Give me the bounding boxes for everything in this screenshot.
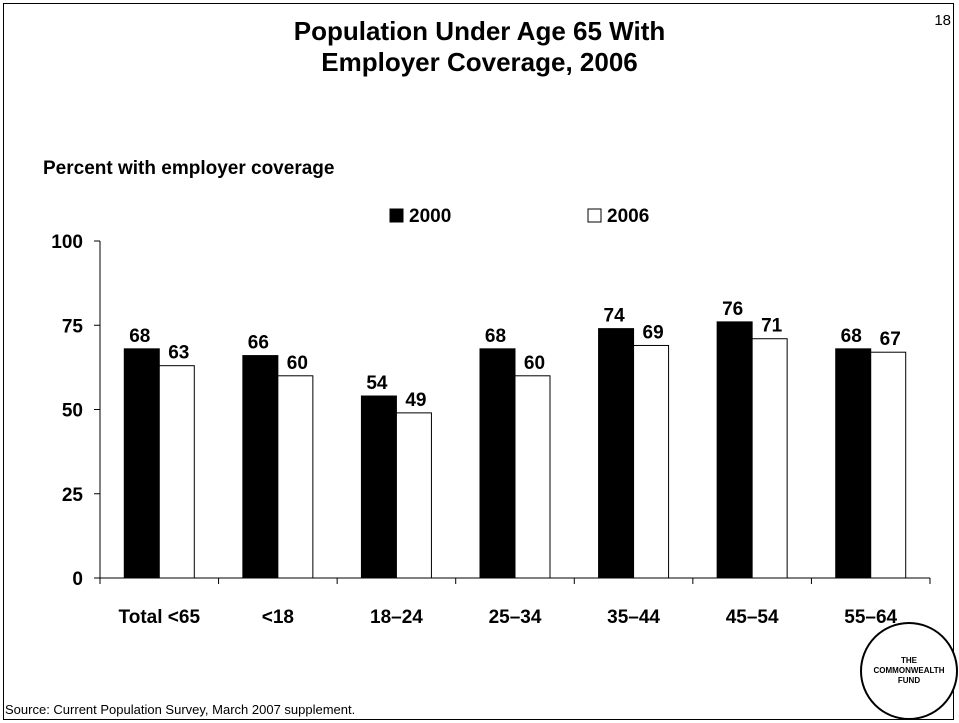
bar-2006: [158, 365, 195, 579]
bar-2000: [123, 348, 160, 579]
x-tick-label: 45–54: [726, 607, 779, 628]
legend-label-2000: 2000: [409, 206, 451, 227]
data-label: 66: [248, 333, 269, 354]
x-tick-label: <18: [262, 607, 294, 628]
bar-2006: [870, 351, 907, 579]
y-tick-label: 0: [72, 569, 83, 590]
bars: [123, 321, 907, 579]
x-tick-label: 55–64: [844, 607, 897, 628]
bar-2000: [479, 348, 516, 579]
x-tick-label: 25–34: [489, 607, 542, 628]
bar-2000: [716, 321, 753, 579]
logo-line-2: COMMONWEALTH: [873, 666, 945, 675]
data-label: 63: [168, 343, 189, 364]
page-number: 18: [934, 12, 951, 29]
bar-2006: [514, 375, 551, 579]
y-tick-label: 25: [62, 485, 84, 506]
x-tick-label: 35–44: [607, 607, 660, 628]
data-label: 49: [405, 390, 426, 411]
logo-line-3: FUND: [897, 676, 921, 685]
legend-swatch-2006: [587, 208, 602, 223]
data-label: 67: [880, 329, 901, 350]
data-label: 74: [604, 306, 626, 327]
data-label: 71: [761, 316, 783, 337]
bar-2000: [835, 348, 872, 579]
y-axis-label: Percent with employer coverage: [43, 158, 335, 179]
commonwealth-fund-logo: THE COMMONWEALTH FUND: [860, 622, 958, 720]
slide-frame: [3, 3, 954, 720]
data-label: 68: [485, 326, 506, 347]
data-label: 76: [722, 299, 743, 320]
axes: 0 25 50 75 100: [51, 232, 931, 590]
data-label: 68: [129, 326, 150, 347]
legend-swatch-2000: [389, 208, 404, 223]
labels: 68 63 Total <65 66 60 <18 54 49 18–24 68 60 25–34 74…: [119, 299, 901, 628]
bar-2006: [633, 344, 670, 579]
data-label: 60: [287, 353, 308, 374]
data-label: 69: [643, 322, 664, 343]
legend: 2000 2006: [389, 206, 649, 227]
bar-2000: [360, 395, 397, 579]
y-tick-label: 75: [62, 316, 84, 337]
x-tick-label: Total <65: [119, 607, 201, 628]
source-note: Source: Current Population Survey, March…: [5, 702, 356, 717]
data-label: 60: [524, 353, 545, 374]
bar-2006: [277, 375, 314, 579]
y-tick-label: 100: [51, 232, 83, 253]
logo-line-1: THE: [901, 656, 917, 665]
y-tick-label: 50: [62, 401, 83, 422]
chart-title: Population Under Age 65 With Employer Co…: [0, 16, 959, 78]
bar-2006: [751, 338, 788, 579]
legend-label-2006: 2006: [607, 206, 649, 227]
data-label: 68: [841, 326, 862, 347]
data-label: 54: [366, 373, 388, 394]
chart-title-line-1: Population Under Age 65 With: [293, 16, 666, 46]
bar-2000: [242, 355, 279, 579]
bar-2006: [395, 412, 432, 579]
bar-2000: [598, 328, 635, 579]
x-tick-label: 18–24: [370, 607, 423, 628]
chart-title-line-2: Employer Coverage, 2006: [321, 47, 638, 77]
